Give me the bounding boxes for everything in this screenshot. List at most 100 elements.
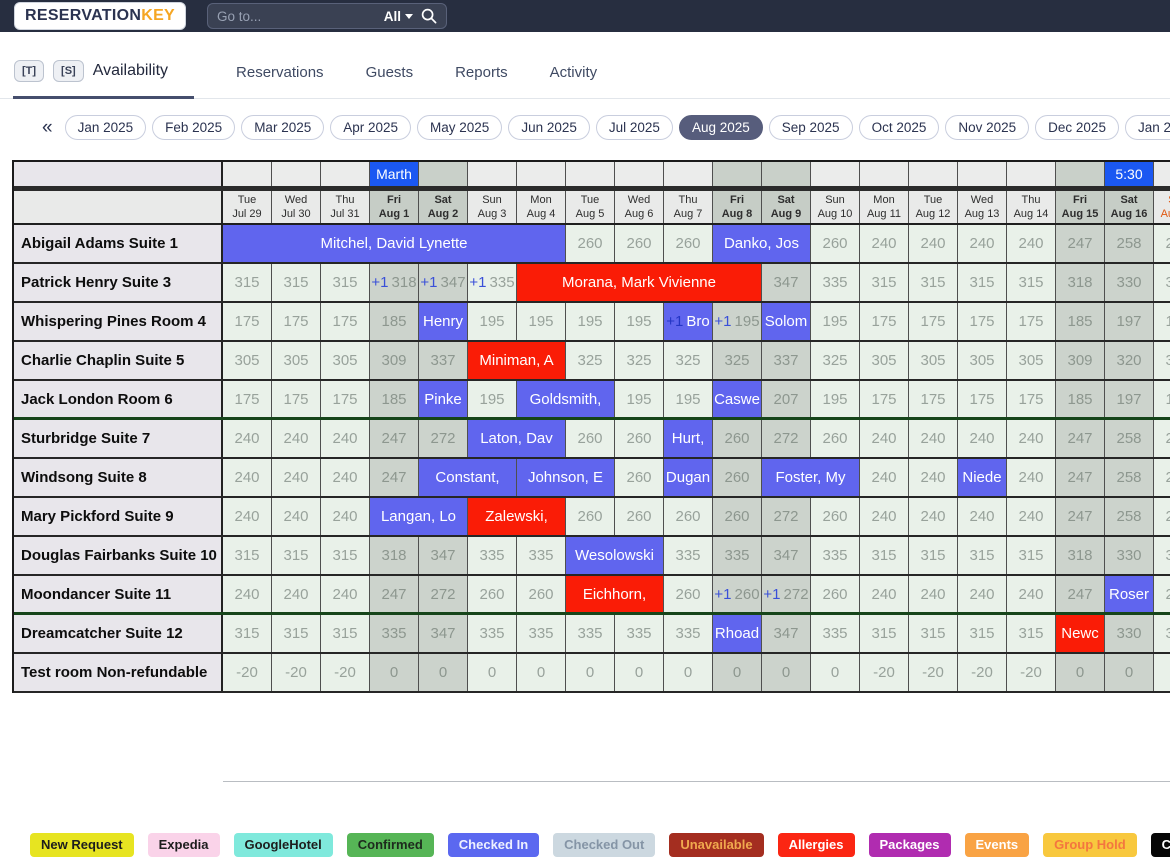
rate-cell[interactable]: 240 [909,459,958,496]
reservation-bar[interactable]: Solom [762,303,811,340]
rate-cell[interactable]: 195 [1154,303,1170,340]
rate-cell[interactable]: 240 [1007,420,1056,457]
rate-cell[interactable]: 305 [223,342,272,379]
reservation-bar[interactable]: Caswe [713,381,762,417]
rate-cell[interactable]: +1 195 [713,303,762,340]
rate-cell[interactable]: +1 347 [419,264,468,301]
rate-cell[interactable]: 240 [321,498,370,535]
reservation-bar[interactable]: Eichhorn, [566,576,664,612]
rate-cell[interactable]: 0 [370,654,419,691]
room-name[interactable]: Patrick Henry Suite 3 [14,264,223,301]
rate-cell[interactable]: 195 [468,303,517,340]
rate-cell[interactable]: 335 [370,615,419,652]
rate-cell[interactable]: 240 [223,576,272,612]
rate-cell[interactable]: 335 [811,537,860,574]
rate-cell[interactable]: 258 [1105,498,1154,535]
rate-cell[interactable]: 335 [811,264,860,301]
month-pill[interactable]: Jan 2025 [64,115,147,140]
rate-cell[interactable]: 315 [223,264,272,301]
rate-cell[interactable]: 247 [1056,498,1105,535]
reservation-bar[interactable]: Roser [1105,576,1154,612]
room-name[interactable]: Dreamcatcher Suite 12 [14,615,223,652]
rate-cell[interactable]: 305 [272,342,321,379]
table-view-toggle[interactable]: [T] [14,60,45,82]
rate-cell[interactable]: 260 [1154,225,1170,262]
reservation-bar[interactable]: Hurt, [664,420,713,457]
rate-cell[interactable]: 315 [1007,264,1056,301]
rate-cell[interactable]: 315 [909,537,958,574]
rate-cell[interactable]: 0 [762,654,811,691]
rate-cell[interactable]: 335 [811,615,860,652]
rate-cell[interactable]: 175 [1007,303,1056,340]
rate-cell[interactable]: 347 [762,615,811,652]
rate-cell[interactable]: 315 [223,537,272,574]
rate-cell[interactable]: 305 [860,342,909,379]
month-pill[interactable]: Apr 2025 [330,115,412,140]
rate-cell[interactable]: 320 [1105,342,1154,379]
rate-cell[interactable]: -20 [958,654,1007,691]
rate-cell[interactable]: 260 [615,225,664,262]
rate-cell[interactable]: 315 [958,537,1007,574]
rate-cell[interactable]: 240 [860,576,909,612]
rate-cell[interactable]: 195 [615,303,664,340]
rate-cell[interactable]: 175 [223,303,272,340]
reservation-bar[interactable]: Newc [1056,615,1105,652]
rate-cell[interactable]: 315 [909,264,958,301]
rate-cell[interactable]: 325 [615,342,664,379]
rate-cell[interactable]: 240 [1007,576,1056,612]
rate-cell[interactable]: 315 [909,615,958,652]
app-logo[interactable]: RESERVATIONKEY [14,2,187,30]
rate-cell[interactable]: 175 [860,303,909,340]
search-scope-dropdown[interactable]: All [384,9,414,24]
rate-cell[interactable]: 260 [713,498,762,535]
reservation-bar[interactable]: Henry [419,303,468,340]
rate-cell[interactable]: 247 [1056,576,1105,612]
rate-cell[interactable]: 260 [566,225,615,262]
rate-cell[interactable]: -20 [1007,654,1056,691]
rate-cell[interactable]: 240 [860,459,909,496]
rate-cell[interactable]: 175 [272,303,321,340]
rate-cell[interactable]: 195 [1154,381,1170,417]
rate-cell[interactable]: 335 [1154,537,1170,574]
rate-cell[interactable]: 175 [321,381,370,417]
reservation-bar[interactable]: Johnson, E [517,459,615,496]
rate-cell[interactable]: 260 [713,459,762,496]
rate-cell[interactable]: 0 [468,654,517,691]
rate-cell[interactable]: 240 [860,498,909,535]
rate-cell[interactable]: 260 [1154,459,1170,496]
month-pill[interactable]: May 2025 [417,115,503,140]
room-name[interactable]: Moondancer Suite 11 [14,576,223,612]
rate-cell[interactable]: 247 [370,459,419,496]
rate-cell[interactable]: +1 335 [468,264,517,301]
rate-cell[interactable]: 315 [1007,537,1056,574]
global-search[interactable]: Go to... All [207,3,448,29]
rate-cell[interactable]: 240 [958,225,1007,262]
rate-cell[interactable]: 247 [370,576,419,612]
rate-cell[interactable]: 315 [860,264,909,301]
rate-cell[interactable]: 325 [664,342,713,379]
rate-cell[interactable]: 325 [811,342,860,379]
rate-cell[interactable]: 240 [958,498,1007,535]
rate-cell[interactable]: 258 [1105,459,1154,496]
rate-cell[interactable]: 260 [811,225,860,262]
month-pill[interactable]: Sep 2025 [768,115,853,140]
reservation-bar[interactable]: Langan, Lo [370,498,468,535]
reservation-bar[interactable]: Niede [958,459,1007,496]
room-name[interactable]: Douglas Fairbanks Suite 10 [14,537,223,574]
rate-cell[interactable]: 260 [566,498,615,535]
rate-cell[interactable]: -20 [860,654,909,691]
rate-cell[interactable]: 260 [664,576,713,612]
rate-cell[interactable]: 272 [762,498,811,535]
search-icon[interactable] [421,8,437,24]
month-pill[interactable]: Jun 2025 [508,115,590,140]
rate-cell[interactable]: 260 [615,459,664,496]
rate-cell[interactable]: 247 [370,420,419,457]
reservation-bar[interactable]: Zalewski, [468,498,566,535]
rate-cell[interactable]: 318 [1056,537,1105,574]
rate-cell[interactable]: 315 [1007,615,1056,652]
rate-cell[interactable]: 195 [468,381,517,417]
reservation-bar[interactable]: Morana, Mark Vivienne [517,264,762,301]
rate-cell[interactable]: 347 [762,537,811,574]
rate-cell[interactable]: 272 [419,576,468,612]
rate-cell[interactable]: 305 [1007,342,1056,379]
